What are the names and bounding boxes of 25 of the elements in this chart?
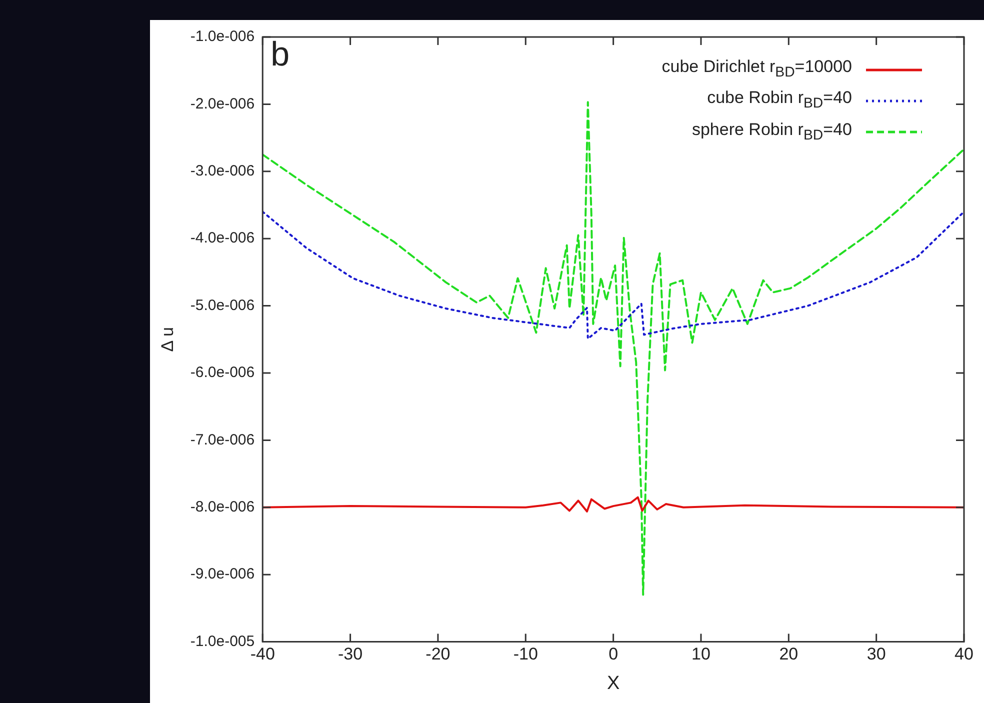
x-tick-label: 30: [866, 644, 886, 664]
x-tick-label: -20: [426, 644, 450, 664]
y-tick-label: -8.0e-006: [190, 498, 255, 516]
y-axis-title: Δ u: [158, 327, 177, 352]
y-tick-label: -7.0e-006: [190, 431, 255, 448]
y-tick-label: -1.0e-005: [190, 632, 255, 650]
x-tick-label: -10: [513, 644, 538, 664]
x-tick-label: 0: [608, 644, 618, 664]
y-tick-label: -5.0e-006: [190, 296, 255, 314]
legend-label: cube Robin r$_{BD}$=40: [707, 87, 852, 114]
y-tick-label: -1.0e-006: [190, 28, 255, 46]
x-tick-label: -30: [338, 644, 363, 664]
x-tick-label: 20: [779, 644, 798, 664]
y-tick-label: -9.0e-006: [190, 566, 255, 583]
line-series: [262, 210, 964, 340]
legend-label: sphere Robin r$_{BD}$=40: [692, 118, 852, 146]
y-tick-label: -6.0e-006: [190, 364, 255, 382]
y-tick-label: -2.0e-006: [190, 95, 255, 112]
x-axis-title: X: [606, 672, 620, 694]
legend-label: cube Dirichlet r$_{BD}$=10000: [662, 56, 852, 82]
y-tick-label: -3.0e-006: [190, 162, 255, 180]
y-tick-label: -4.0e-006: [190, 230, 255, 247]
x-tick-label: 10: [692, 644, 710, 664]
annotation: b: [270, 35, 290, 74]
x-tick-label: 40: [954, 644, 974, 664]
